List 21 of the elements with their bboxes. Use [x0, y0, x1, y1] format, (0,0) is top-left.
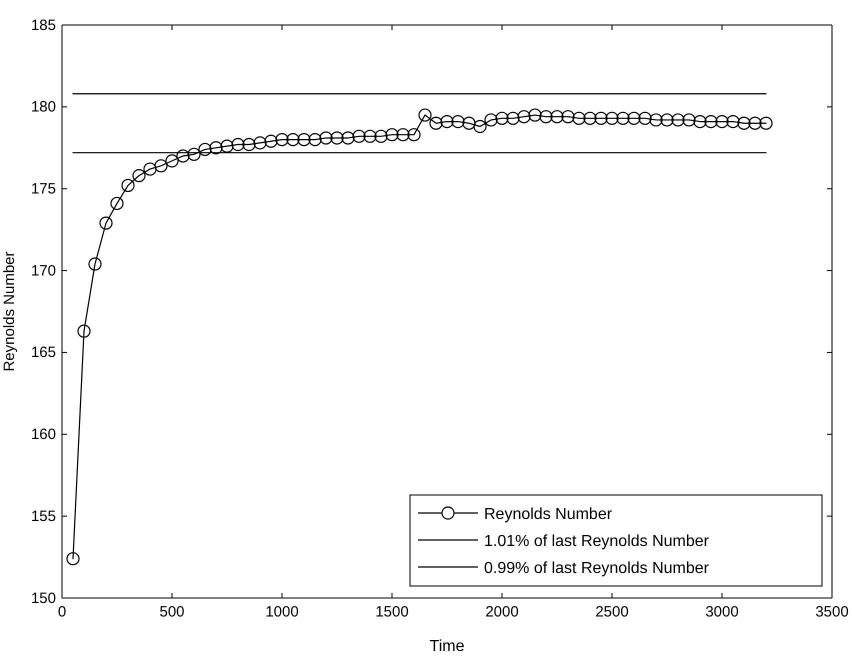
x-tick-label: 1500: [375, 604, 409, 621]
y-tick-label: 155: [30, 508, 56, 525]
x-tick-label: 0: [58, 604, 66, 621]
y-tick-label: 160: [30, 426, 56, 444]
x-tick-label: 3000: [705, 604, 739, 621]
y-tick-label: 165: [30, 344, 56, 362]
legend-label: Reynolds Number: [484, 506, 613, 523]
y-tick-label: 185: [30, 16, 56, 34]
y-axis-title: Reynolds Number: [1, 251, 18, 372]
x-tick-label: 1000: [265, 604, 299, 621]
x-axis-title: Time: [430, 638, 465, 655]
x-tick-label: 2500: [595, 604, 629, 621]
legend-label: 0.99% of last Reynolds Number: [484, 560, 710, 577]
legend-label: 1.01% of last Reynolds Number: [484, 533, 710, 550]
y-tick-label: 170: [30, 262, 56, 280]
x-tick-label: 2000: [485, 604, 519, 621]
y-tick-label: 180: [30, 98, 56, 116]
x-tick-label: 3500: [815, 604, 849, 621]
y-tick-label: 175: [30, 180, 56, 198]
y-tick-label: 150: [30, 590, 56, 607]
x-tick-label: 500: [159, 604, 185, 621]
